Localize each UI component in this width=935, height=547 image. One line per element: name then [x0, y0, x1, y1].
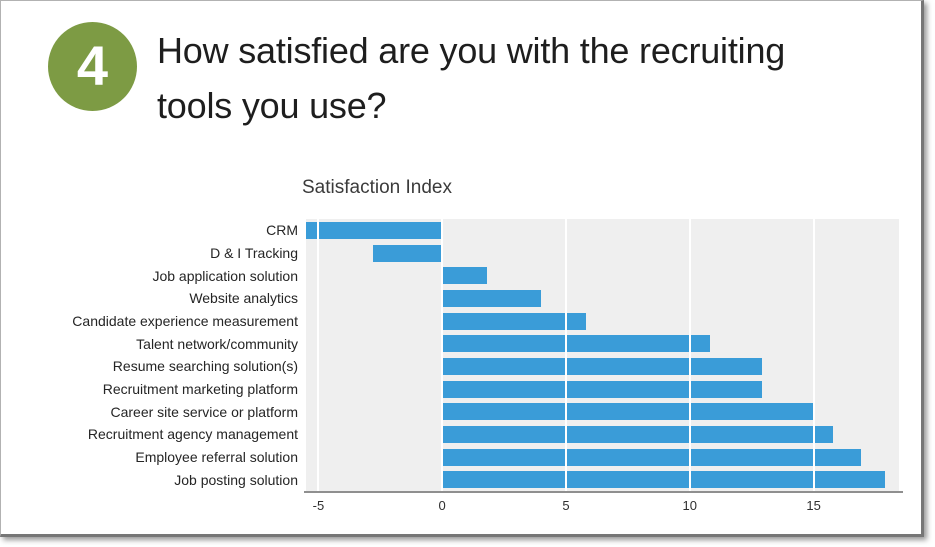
y-axis-label: Recruitment marketing platform — [102, 380, 298, 397]
bar-9 — [442, 425, 834, 443]
bar-2 — [442, 267, 487, 285]
x-tick-label--5: -5 — [312, 498, 325, 513]
bar-0 — [306, 221, 443, 239]
x-axis-ticks: -5 0 5 10 15 — [306, 498, 899, 518]
bar-3 — [442, 289, 542, 307]
x-tick-label-10: 10 — [682, 498, 697, 513]
x-axis-line — [304, 491, 903, 493]
gridline--5 — [317, 219, 320, 491]
x-tick-label-15: 15 — [806, 498, 821, 513]
y-axis-label: Job application solution — [152, 267, 298, 284]
x-tick-label-5: 5 — [562, 498, 570, 513]
y-axis-label: Website analytics — [189, 290, 298, 307]
question-title-line1: How satisfied are you with the recruitin… — [157, 30, 786, 71]
gridline-10 — [688, 219, 691, 491]
question-title: How satisfied are you with the recruitin… — [157, 23, 917, 133]
bar-4 — [442, 312, 586, 330]
gridline-15 — [812, 219, 815, 491]
bar-11 — [442, 471, 886, 489]
x-tick-label-0: 0 — [438, 498, 446, 513]
y-axis-label: Job posting solution — [174, 471, 298, 488]
bar-1 — [372, 244, 443, 262]
bar-5 — [442, 335, 710, 353]
bar-10 — [442, 448, 861, 466]
y-axis-label: Candidate experience measurement — [72, 312, 298, 329]
bar-6 — [442, 357, 762, 375]
y-axis-label: Recruitment agency management — [87, 426, 298, 443]
chart-title: Satisfaction Index — [302, 177, 452, 198]
y-axis-labels: CRM D & I Tracking Job application solutio… — [1, 219, 298, 491]
question-number-badge: 4 — [48, 22, 137, 111]
bar-8 — [442, 403, 814, 421]
gridline-5 — [564, 219, 567, 491]
y-axis-label: Talent network/community — [136, 335, 298, 352]
question-title-line2: tools you use? — [157, 85, 387, 126]
y-axis-label: CRM — [266, 222, 298, 239]
bar-7 — [442, 380, 762, 398]
report-card: 4 How satisfied are you with the recruit… — [0, 0, 924, 537]
y-axis-label: Career site service or platform — [110, 403, 298, 420]
plot-area — [306, 219, 899, 491]
question-number: 4 — [76, 33, 109, 97]
gridline-0 — [441, 219, 444, 491]
y-axis-label: Resume searching solution(s) — [112, 358, 298, 375]
y-axis-label: D & I Tracking — [210, 244, 298, 261]
y-axis-label: Employee referral solution — [135, 448, 298, 465]
